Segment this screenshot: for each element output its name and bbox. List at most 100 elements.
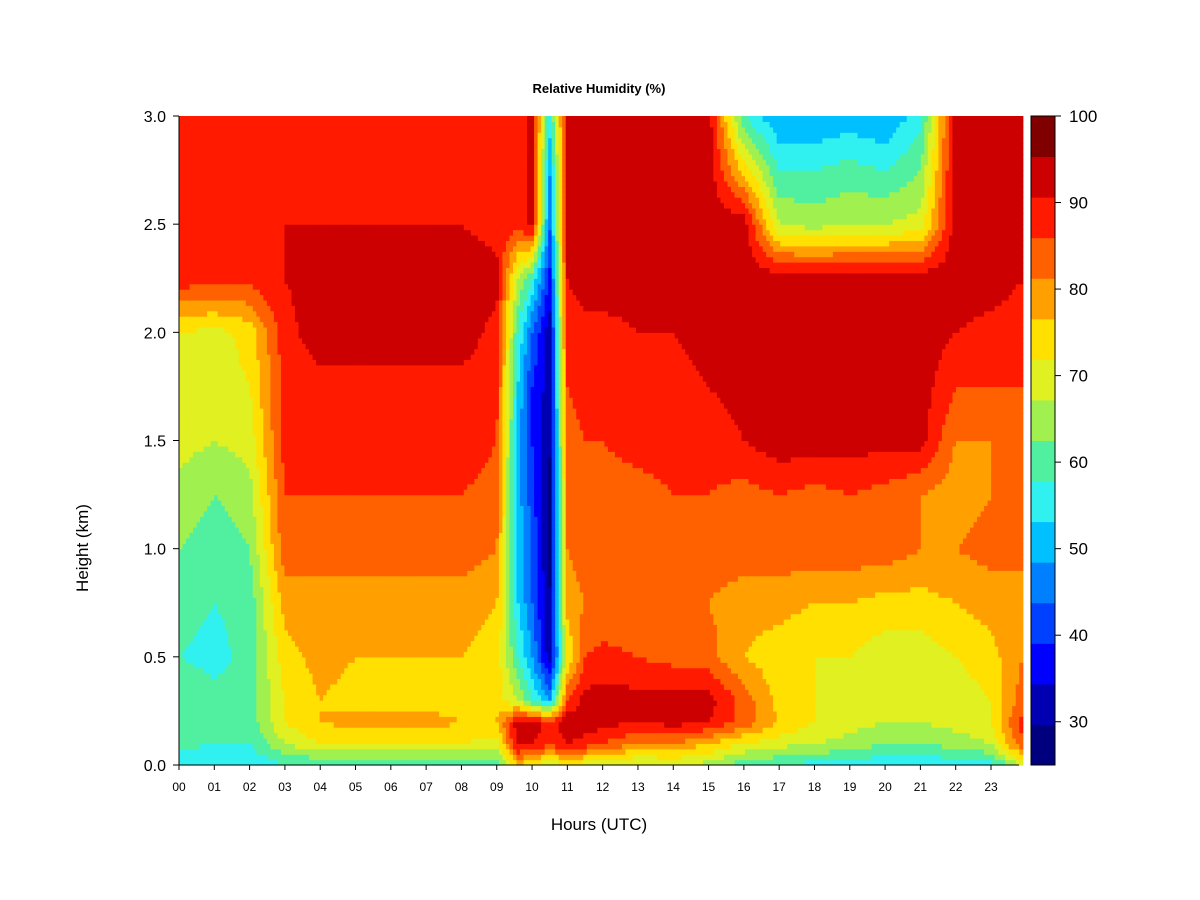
heatmap-cell (312, 499, 317, 506)
heatmap-cell (266, 294, 272, 301)
heatmap-cell (252, 391, 257, 398)
heatmap-cell (263, 186, 268, 193)
heatmap-cell (203, 224, 208, 231)
heatmap-cell (203, 245, 208, 252)
heatmap-cell (280, 370, 286, 377)
heatmap-cell (249, 435, 254, 442)
heatmap-cell (238, 305, 243, 312)
heatmap-cell (217, 240, 222, 247)
heatmap-cell (221, 727, 226, 734)
heatmap-cell (316, 516, 321, 523)
heatmap-cell (284, 440, 289, 447)
heatmap-cell (305, 289, 310, 296)
heatmap-cell (189, 397, 194, 404)
heatmap-cell (305, 370, 310, 377)
heatmap-cell (231, 499, 236, 506)
heatmap-cell (323, 505, 328, 512)
heatmap-cell (235, 510, 240, 517)
heatmap-cell (309, 391, 314, 398)
heatmap-cell (291, 197, 296, 204)
heatmap-cell (193, 527, 198, 534)
heatmap-cell (252, 737, 257, 744)
heatmap-cell (295, 527, 300, 534)
heatmap-cell (287, 683, 293, 690)
heatmap-cell (312, 126, 317, 133)
heatmap-cell (193, 629, 198, 636)
heatmap-cell (270, 397, 275, 404)
heatmap-cell (210, 278, 215, 285)
heatmap-cell (273, 440, 279, 447)
heatmap-cell (186, 700, 191, 707)
heatmap-cell (277, 754, 282, 761)
heatmap-cell (305, 348, 310, 355)
heatmap-cell (217, 299, 222, 306)
heatmap-cell (280, 510, 286, 517)
heatmap-cell (302, 586, 307, 593)
heatmap-cell (259, 197, 264, 204)
heatmap-cell (263, 191, 268, 198)
heatmap-cell (319, 132, 324, 139)
heatmap-cell (273, 245, 279, 252)
heatmap-cell (273, 754, 279, 761)
heatmap-cell (270, 262, 275, 269)
heatmap-cell (298, 705, 303, 712)
heatmap-cell (273, 289, 279, 296)
heatmap-cell (200, 397, 205, 404)
heatmap-cell (252, 408, 257, 415)
heatmap-cell (319, 483, 324, 490)
heatmap-cell (316, 262, 321, 269)
heatmap-cell (295, 732, 300, 739)
heatmap-cell (228, 310, 233, 317)
heatmap-cell (323, 359, 328, 366)
heatmap-cell (231, 732, 236, 739)
heatmap-cell (305, 662, 310, 669)
heatmap-cell (210, 532, 215, 539)
heatmap-cell (316, 559, 321, 566)
heatmap-cell (266, 391, 272, 398)
heatmap-cell (252, 678, 257, 685)
heatmap-cell (179, 478, 184, 485)
heatmap-cell (259, 213, 264, 220)
heatmap-cell (270, 689, 275, 696)
heatmap-cell (207, 705, 212, 712)
heatmap-cell (319, 289, 324, 296)
heatmap-cell (270, 305, 275, 312)
heatmap-cell (189, 710, 194, 717)
heatmap-cell (305, 435, 310, 442)
heatmap-cell (249, 148, 254, 155)
heatmap-cell (266, 418, 272, 425)
heatmap-cell (203, 218, 208, 225)
heatmap-cell (186, 440, 191, 447)
heatmap-cell (263, 229, 268, 236)
heatmap-cell (312, 294, 317, 301)
heatmap-cell (235, 164, 240, 171)
heatmap-cell (316, 381, 321, 388)
heatmap-cell (266, 180, 272, 187)
heatmap-cell (217, 159, 222, 166)
heatmap-cell (312, 413, 317, 420)
heatmap-cell (200, 283, 205, 290)
heatmap-cell (273, 148, 279, 155)
heatmap-cell (309, 186, 314, 193)
heatmap-cell (280, 462, 286, 469)
heatmap-cell (207, 608, 212, 615)
heatmap-cell (263, 251, 268, 258)
heatmap-cell (207, 559, 212, 566)
heatmap-cell (291, 132, 296, 139)
heatmap-cell (256, 348, 261, 355)
heatmap-cell (309, 353, 314, 360)
heatmap-cell (228, 710, 233, 717)
heatmap-cell (298, 554, 303, 561)
heatmap-cell (291, 332, 296, 339)
heatmap-cell (312, 359, 317, 366)
heatmap-cell (280, 353, 286, 360)
heatmap-cell (256, 326, 261, 333)
heatmap-cell (224, 624, 229, 631)
heatmap-cell (228, 159, 233, 166)
heatmap-cell (224, 386, 229, 393)
heatmap-cell (179, 489, 184, 496)
heatmap-cell (302, 191, 307, 198)
heatmap-cell (323, 727, 328, 734)
heatmap-cell (249, 343, 254, 350)
heatmap-cell (245, 716, 250, 723)
